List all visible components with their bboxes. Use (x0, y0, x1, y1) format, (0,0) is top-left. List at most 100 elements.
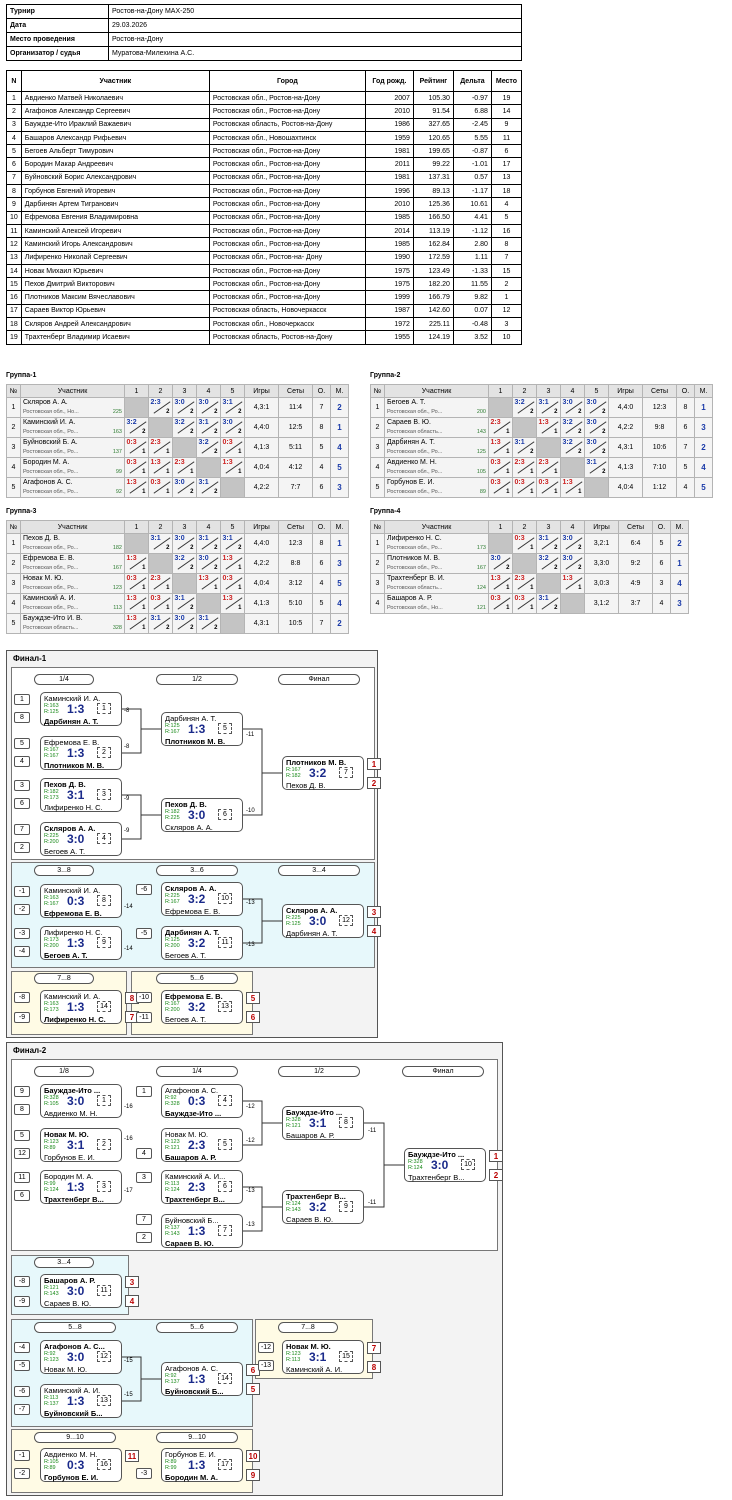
score-mark: 1:3 1 (198, 574, 218, 591)
bracket-match[interactable]: Буйновский Б... Сараев В. Ю. R:137 R:143 1:3… (161, 1214, 243, 1248)
seed-box: -3 (136, 1468, 152, 1479)
bracket-match[interactable]: Пехов Д. В. Лифиренко Н. С. R:182 R:173 3:1 3 (40, 778, 122, 812)
match-player-2: Пехов Д. В. (286, 781, 326, 790)
group-player-region: Ростовская область... (23, 625, 79, 631)
match-rating-1: R:225 (165, 893, 180, 899)
bracket-match[interactable]: Агафонов А. С... Новак М. Ю. R:92 R:123 3:0 1… (40, 1340, 122, 1374)
match-player-1: Скляров А. А. (44, 824, 96, 833)
match-number: 1 (97, 1095, 111, 1106)
score-mark: 0:3 1 (126, 458, 146, 475)
match-number: 9 (97, 937, 111, 948)
match-number: 5 (218, 1139, 232, 1150)
bracket-match[interactable]: Дарбинян А. Т. Плотников М. В. R:125 R:167 1… (161, 712, 243, 746)
bracket-match[interactable]: Плотников М. В. Пехов Д. В. R:167 R:182 3:2 7… (282, 756, 381, 790)
bracket-match[interactable]: Каминский А. И... Трахтенберг В... R:113 R:… (161, 1170, 243, 1204)
bracket-match[interactable]: Агафонов А. С. Буйновский Б... R:92 R:137 1:… (161, 1362, 260, 1396)
group-games: 4,3:1 (608, 437, 643, 458)
group-player-rating: 328 (112, 625, 122, 631)
group-place: 5 (330, 457, 349, 478)
group-row: 3 Новак М. Ю. 123 Ростовская обл., Ро... 0:3… (6, 573, 349, 594)
seed-box: 9 (14, 1086, 30, 1097)
next-match-ref: -15 (124, 1392, 133, 1398)
bracket-match[interactable]: Башаров А. Р. Сараев В. Ю. R:121 R:143 3:0 11… (40, 1274, 139, 1308)
group-header-cell: М. (330, 520, 349, 534)
group-row-number: 5 (6, 613, 21, 634)
bracket-match[interactable]: Дарбинян А. Т. Бегоев А. Т. R:125 R:200 3:2 1… (161, 926, 243, 960)
bracket-match[interactable]: Каминский И. А. Лифиренко Н. С. R:163 R:173… (40, 990, 139, 1024)
bracket-match[interactable]: Каминский И. А. Дарбинян А. Т. R:163 R:125 1… (40, 692, 122, 726)
group-place: 2 (330, 613, 349, 634)
group-row: 1 Бегоев А. Т. 200 Ростовская обл., Ро... 3:… (370, 397, 713, 418)
bracket-match[interactable]: Бородин М. А. Трахтенберг В... R:99 R:124 1:… (40, 1170, 122, 1204)
score-mark: 0:3 1 (150, 478, 170, 495)
group-player-name: Ефремова Е. В. (23, 555, 75, 562)
group-score-cell: 3:2 2 (172, 417, 197, 438)
place-badge: 3 (125, 1276, 139, 1288)
group-score-cell: 3:1 2 (196, 477, 221, 498)
bracket-match[interactable]: Бауждзе-Ито ... Башаров А. Р. R:328 R:121 3:… (282, 1106, 364, 1140)
group-row: 5 Горбунов Е. И. 89 Ростовская обл., Ро... 0… (370, 477, 713, 498)
bracket-match[interactable]: Каминский А. И. Буйновский Б... R:113 R:137… (40, 1384, 122, 1418)
bracket-match[interactable]: Новак М. Ю. Каминский А. И. R:123 R:113 3:1 1… (282, 1340, 381, 1374)
bracket-match[interactable]: Скляров А. А. Дарбинян А. Т. R:225 R:125 3:0… (282, 904, 381, 938)
bracket-match[interactable]: Новак М. Ю. Горбунов Е. И. R:123 R:89 3:1 2 (40, 1128, 122, 1162)
next-match-ref: -13 (246, 942, 255, 948)
group-score-cell: 3:0 2 (560, 553, 585, 574)
match-score: 3:2 (188, 1000, 206, 1014)
match-rating-1: R:123 (165, 1139, 180, 1145)
group-place: 4 (694, 457, 713, 478)
match-number: 6 (218, 809, 232, 820)
match-rating-2: R:121 (165, 1145, 180, 1151)
group-score-cell: 3:2 2 (560, 417, 585, 438)
bracket-match[interactable]: Скляров А. А. Бегоев А. Т. R:225 R:200 3:0 4 (40, 822, 122, 856)
bracket-match[interactable]: Каминский И. А. Ефремова Е. В. R:163 R:167 0… (40, 884, 122, 918)
score-mark: 2:3 1 (490, 418, 510, 435)
participant-row: 19 Трахтенберг Владимир Исаевич Ростовская… (6, 330, 523, 345)
bracket-match[interactable]: Авдиенко М. Н. Горбунов Е. И. R:105 R:89 0:3… (40, 1448, 139, 1482)
group-row-number: 1 (370, 533, 385, 554)
group-games: 3,1:2 (584, 593, 619, 614)
bracket-match[interactable]: Ефремова Е. В. Плотников М. В. R:167 R:167 1… (40, 736, 122, 770)
match-player-1: Пехов Д. В. (165, 800, 207, 809)
match-player-1: Бауждзе-Ито ... (286, 1108, 343, 1117)
match-player-2: Трахтенберг В... (408, 1173, 465, 1182)
match-player-1: Трахтенберг В... (286, 1192, 346, 1201)
match-score: 1:3 (67, 936, 85, 950)
round-label: 1/4 (34, 674, 94, 685)
match-number: 10 (461, 1159, 475, 1170)
group-place: 2 (694, 437, 713, 458)
group-games: 4,0:4 (608, 477, 643, 498)
match-player-2: Новак М. Ю. (44, 1365, 88, 1374)
match-rating-1: R:89 (165, 1459, 177, 1465)
group-player-cell: Буйновский Б. А. 137 Ростовская обл., Ро..… (20, 437, 125, 458)
match-score: 3:1 (309, 1350, 327, 1364)
seed-box: 5 (14, 738, 30, 749)
next-match-ref: -13 (246, 1188, 255, 1194)
bracket-match[interactable]: Трахтенберг В... Сараев В. Ю. R:124 R:143 3:… (282, 1190, 364, 1224)
seed-box: -8 (14, 1276, 30, 1287)
match-rating-1: R:328 (408, 1159, 423, 1165)
match-score: 2:3 (188, 1138, 206, 1152)
round-label: 9...10 (34, 1432, 116, 1443)
bracket-match[interactable]: Бауждзе-Ито ... Трахтенберг В... R:328 R:12… (404, 1148, 503, 1182)
group-score-cell (512, 417, 537, 438)
match-rating-2: R:137 (165, 1379, 180, 1385)
score-mark: 0:3 1 (126, 574, 146, 591)
group-player-cell: Бауждзе-Ито И. В. 328 Ростовская область..… (20, 613, 125, 634)
bracket-match[interactable]: Пехов Д. В. Скляров А. А. R:182 R:225 3:0 6 (161, 798, 243, 832)
group-score-cell: 2:3 1 (172, 457, 197, 478)
bracket-match[interactable]: Горбунов Е. И. Бородин М. А. R:89 R:99 1:3 17… (161, 1448, 260, 1482)
match-player-2: Дарбинян А. Т. (286, 929, 338, 938)
place-badge: 3 (367, 906, 381, 918)
bracket-match[interactable]: Бауждзе-Ито ... Авдиенко М. Н. R:328 R:105 3… (40, 1084, 122, 1118)
seed-box: -3 (14, 928, 30, 939)
score-mark: 3:1 2 (198, 614, 218, 631)
bracket-match[interactable]: Скляров А. А. Ефремова Е. В. R:225 R:167 3:2… (161, 882, 243, 916)
bracket-match[interactable]: Агафонов А. С. Бауждзе-Ито ... R:92 R:328 0:… (161, 1084, 243, 1118)
group-row: 3 Дарбинян А. Т. 125 Ростовская обл., Ро...… (370, 437, 713, 458)
bracket-match[interactable]: Ефремова Е. В. Бегоев А. Т. R:167 R:200 3:2 1… (161, 990, 260, 1024)
score-mark: 3:1 2 (586, 458, 606, 475)
bracket-match[interactable]: Новак М. Ю. Башаров А. Р. R:123 R:121 2:3 5 (161, 1128, 243, 1162)
next-match-ref: -12 (246, 1104, 255, 1110)
bracket-match[interactable]: Лифиренко Н. С. Бегоев А. Т. R:173 R:200 1:3… (40, 926, 122, 960)
